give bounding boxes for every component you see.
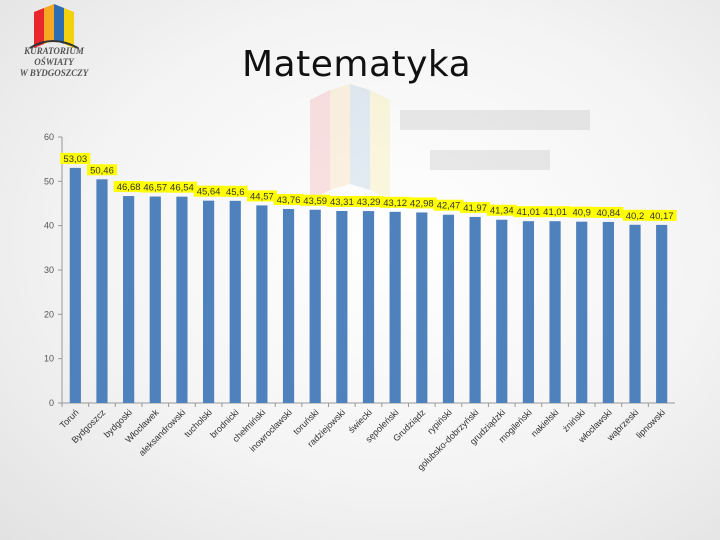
data-label-bg bbox=[60, 152, 91, 164]
data-label-bg bbox=[140, 181, 171, 193]
data-label: 42,98 bbox=[410, 198, 434, 209]
data-label: 45,64 bbox=[197, 187, 221, 198]
data-label-bg bbox=[460, 201, 491, 213]
data-label: 46,68 bbox=[117, 182, 141, 193]
y-tick-label: 10 bbox=[44, 354, 54, 364]
bar bbox=[576, 221, 588, 403]
page-title: Matematyka bbox=[242, 44, 472, 85]
data-label: 41,01 bbox=[517, 207, 541, 218]
bar bbox=[362, 211, 375, 403]
data-label-bg bbox=[193, 185, 224, 197]
data-label-bg bbox=[406, 197, 437, 209]
bar bbox=[69, 167, 81, 403]
data-label-bg bbox=[433, 199, 464, 211]
data-label-bg bbox=[569, 206, 594, 218]
data-label-bg bbox=[166, 181, 197, 193]
data-label-bg bbox=[273, 193, 304, 205]
data-label: 40,2 bbox=[626, 211, 645, 222]
data-label-bg bbox=[86, 164, 117, 176]
data-label-bg bbox=[353, 196, 384, 208]
data-label-bg bbox=[486, 204, 517, 216]
bar bbox=[282, 208, 295, 403]
bar bbox=[656, 224, 668, 403]
data-label: 44,57 bbox=[250, 191, 274, 202]
bar bbox=[123, 196, 135, 403]
bar bbox=[96, 179, 108, 403]
data-label-bg bbox=[540, 206, 571, 218]
data-label: 46,57 bbox=[143, 183, 167, 194]
data-label-bg bbox=[593, 206, 624, 218]
y-tick-label: 0 bbox=[49, 398, 54, 408]
data-label-bg bbox=[246, 190, 277, 202]
category-label: aleksandrowski bbox=[137, 407, 188, 458]
bar bbox=[522, 221, 535, 403]
data-label: 41,34 bbox=[490, 206, 514, 217]
y-tick-label: 60 bbox=[44, 132, 54, 142]
data-label: 43,29 bbox=[357, 197, 381, 208]
data-label: 41,97 bbox=[463, 203, 487, 214]
data-label-bg bbox=[223, 185, 248, 197]
data-label: 46,54 bbox=[170, 183, 194, 194]
bar bbox=[336, 210, 348, 403]
logo-icon bbox=[29, 4, 79, 49]
category-label: Toruń bbox=[58, 407, 81, 430]
data-label-bg bbox=[622, 209, 648, 221]
data-label: 43,59 bbox=[303, 196, 327, 207]
data-label: 50,46 bbox=[90, 165, 114, 176]
data-label-bg bbox=[513, 206, 544, 218]
bar bbox=[442, 214, 455, 403]
data-label: 45,6 bbox=[226, 187, 245, 198]
data-label: 40,17 bbox=[650, 211, 674, 222]
bar bbox=[309, 209, 321, 403]
bar bbox=[202, 200, 215, 403]
data-label-bg bbox=[113, 181, 144, 193]
data-label-bg bbox=[380, 196, 411, 208]
logo-text: KURATORIUM OŚWIATY W BYDGOSZCZY bbox=[19, 46, 89, 78]
y-tick-label: 20 bbox=[44, 309, 54, 319]
y-tick-label: 40 bbox=[44, 221, 54, 231]
bar bbox=[229, 200, 241, 403]
data-label: 42,47 bbox=[437, 201, 461, 212]
bar bbox=[176, 196, 188, 403]
bar bbox=[549, 221, 561, 403]
data-label-bg bbox=[646, 209, 677, 221]
bar bbox=[469, 216, 481, 403]
data-label: 40,9 bbox=[572, 208, 591, 219]
data-label-bg bbox=[326, 195, 357, 207]
bar bbox=[149, 196, 161, 403]
bar bbox=[256, 205, 268, 403]
bar bbox=[629, 224, 641, 403]
y-tick-label: 30 bbox=[44, 265, 54, 275]
data-label: 40,84 bbox=[596, 208, 620, 219]
bar bbox=[416, 212, 428, 403]
data-label: 41,01 bbox=[543, 207, 567, 218]
data-label-bg bbox=[300, 194, 331, 206]
category-label: nakielski bbox=[529, 407, 560, 438]
data-label: 43,12 bbox=[383, 198, 407, 209]
y-tick-label: 50 bbox=[44, 176, 54, 186]
category-label: lipnowski bbox=[634, 407, 667, 440]
data-label: 53,03 bbox=[63, 154, 87, 165]
bar bbox=[496, 219, 508, 403]
bar bbox=[602, 221, 614, 403]
watermark-icon bbox=[310, 84, 590, 200]
data-label: 43,76 bbox=[277, 195, 301, 206]
data-label: 43,31 bbox=[330, 197, 354, 208]
bar bbox=[389, 211, 401, 403]
